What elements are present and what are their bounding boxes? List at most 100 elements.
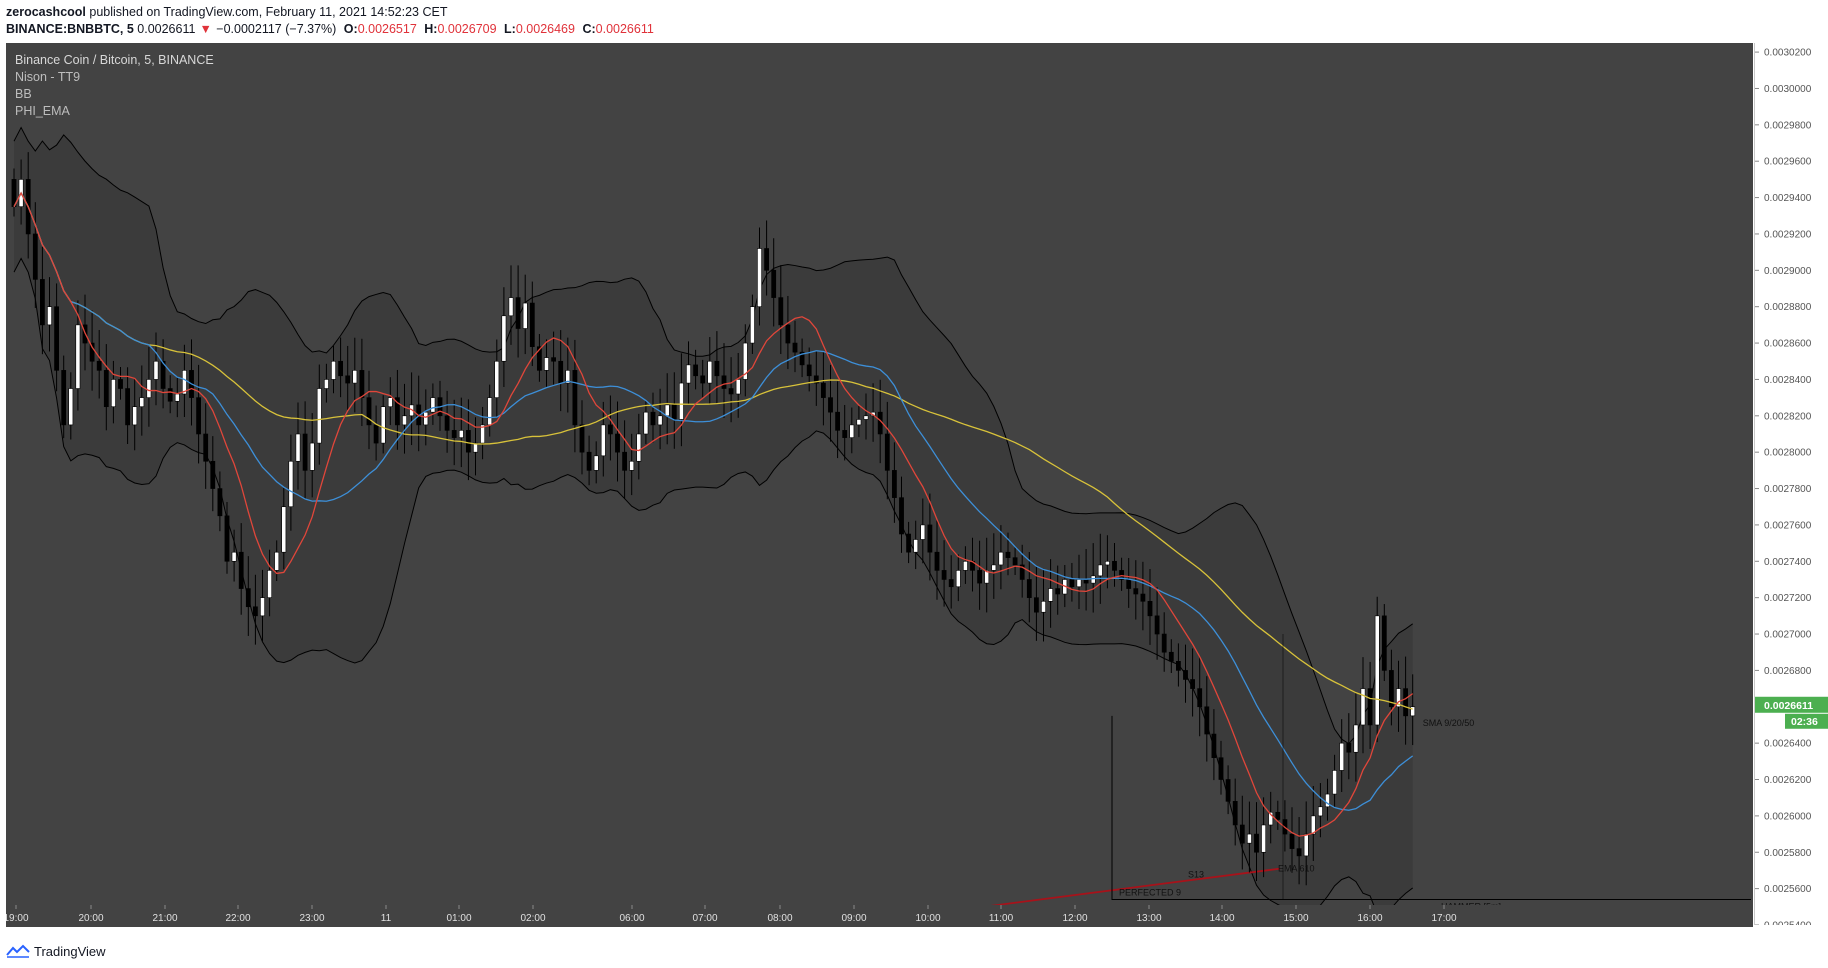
candle xyxy=(1048,559,1053,628)
legend-indicator-phi-ema[interactable]: PHI_EMA xyxy=(15,104,70,118)
price-axis-tick-label: 0.0025400 xyxy=(1764,921,1812,926)
candle-body-down xyxy=(728,388,734,395)
candle xyxy=(835,381,840,459)
candle-body-up xyxy=(260,597,265,617)
candle xyxy=(1190,648,1195,717)
footer-brand[interactable]: TradingView xyxy=(34,943,106,959)
countdown-tag-label: 02:36 xyxy=(1791,716,1818,728)
candle xyxy=(1147,569,1153,645)
candle xyxy=(828,364,833,442)
candle xyxy=(160,339,166,409)
candle-body-up xyxy=(664,404,670,417)
candle xyxy=(260,569,265,641)
candle-body-down xyxy=(1026,579,1032,598)
candle-body-up xyxy=(1041,600,1046,613)
candle-body-up xyxy=(678,382,684,420)
candle-body-down xyxy=(217,488,223,517)
candle xyxy=(714,331,720,403)
candle xyxy=(1097,533,1103,604)
candle-body-down xyxy=(650,411,656,426)
candle xyxy=(288,434,294,531)
candle-body-up xyxy=(1090,575,1096,584)
candle-body-down xyxy=(39,279,45,326)
candle-body-down xyxy=(1381,615,1387,671)
candle-body-up xyxy=(962,560,968,571)
last-price: 0.0026611 xyxy=(137,22,196,36)
candle-body-up xyxy=(1097,564,1103,577)
time-axis[interactable]: 19:00 20:00 21:00 22:00 23:00 11 01:00 02:00 06:… xyxy=(6,905,1753,927)
candle xyxy=(1332,754,1337,809)
candle-body-up xyxy=(68,388,74,426)
candle-body-down xyxy=(1346,742,1352,753)
price-axis-tick-label: 0.0028800 xyxy=(1764,302,1812,313)
candle-body-down xyxy=(820,382,826,398)
candle-body-up xyxy=(984,570,990,584)
candle-body-up xyxy=(1325,793,1330,808)
tradingview-logo-icon[interactable] xyxy=(6,944,30,958)
candle-body-down xyxy=(799,351,805,366)
candle-body-up xyxy=(494,360,500,398)
candle-body-down xyxy=(61,370,67,426)
candle-body-down xyxy=(529,302,535,347)
publisher-name[interactable]: zerocashcool xyxy=(6,5,86,19)
candle-body-up xyxy=(174,393,180,402)
candle xyxy=(622,420,627,500)
candle xyxy=(1339,719,1345,792)
candle-body-down xyxy=(1019,564,1025,580)
candle-body-down xyxy=(1083,579,1089,584)
candle xyxy=(1026,552,1032,623)
price-axis-tick-label: 0.0028600 xyxy=(1764,339,1812,350)
candle-body-down xyxy=(54,306,59,371)
candle xyxy=(842,404,848,461)
price-axis-scale[interactable]: 0.0030200 0.0030000 0.0029800 0.0029600 0.00… xyxy=(1755,43,1828,925)
candle xyxy=(1012,546,1018,576)
candle-body-down xyxy=(1168,651,1174,662)
candle-body-up xyxy=(47,306,52,326)
candle-body-down xyxy=(607,424,613,435)
candle-body-down xyxy=(622,451,627,471)
candle-body-up xyxy=(1105,560,1110,566)
candle-body-up xyxy=(757,248,762,307)
candle-body-up xyxy=(749,306,755,344)
legend-indicator-tt9[interactable]: Nison - TT9 xyxy=(15,70,81,84)
candle xyxy=(196,364,201,464)
candle-body-up xyxy=(1048,588,1053,602)
candle xyxy=(1247,801,1252,873)
time-axis-tick-label: 21:00 xyxy=(152,913,177,924)
candle xyxy=(508,265,514,345)
candle-body-up xyxy=(863,415,869,420)
candle-body-down xyxy=(835,411,840,431)
bollinger-upper-line xyxy=(13,126,1413,745)
candle-body-up xyxy=(146,379,152,398)
candle xyxy=(1168,639,1174,674)
candle xyxy=(522,274,528,355)
candle-body-up xyxy=(309,442,315,471)
candle-body-down xyxy=(792,342,798,353)
time-axis-tick-label: 01:00 xyxy=(446,913,471,924)
candle-body-up xyxy=(458,430,464,438)
candle-body-up xyxy=(707,360,713,384)
legend-indicator-bb[interactable]: BB xyxy=(15,87,32,101)
candle xyxy=(1261,797,1266,878)
candle-body-down xyxy=(338,360,343,377)
candle-body-down xyxy=(1218,757,1224,780)
price-axis-tick-label: 0.0028000 xyxy=(1764,448,1812,459)
candle xyxy=(281,487,287,570)
legend-symbol[interactable]: Binance Coin / Bitcoin, 5, BINANCE xyxy=(15,53,214,67)
low-value: 0.0026469 xyxy=(515,22,575,36)
candle-body-down xyxy=(366,397,372,426)
price-axis[interactable]: 0.0030200 0.0030000 0.0029800 0.0029600 0.00… xyxy=(1754,43,1828,925)
candle-body-down xyxy=(253,606,258,617)
candle xyxy=(430,383,436,425)
publish-line: zerocashcool published on TradingView.co… xyxy=(6,4,1816,21)
candle xyxy=(1303,801,1309,886)
candle-body-down xyxy=(238,551,244,589)
price-axis-tick-label: 0.0027400 xyxy=(1764,557,1812,568)
candle-body-down xyxy=(884,433,890,471)
candle xyxy=(515,265,521,358)
candle-body-down xyxy=(89,342,95,362)
candle xyxy=(1275,800,1281,830)
candle xyxy=(927,493,933,581)
